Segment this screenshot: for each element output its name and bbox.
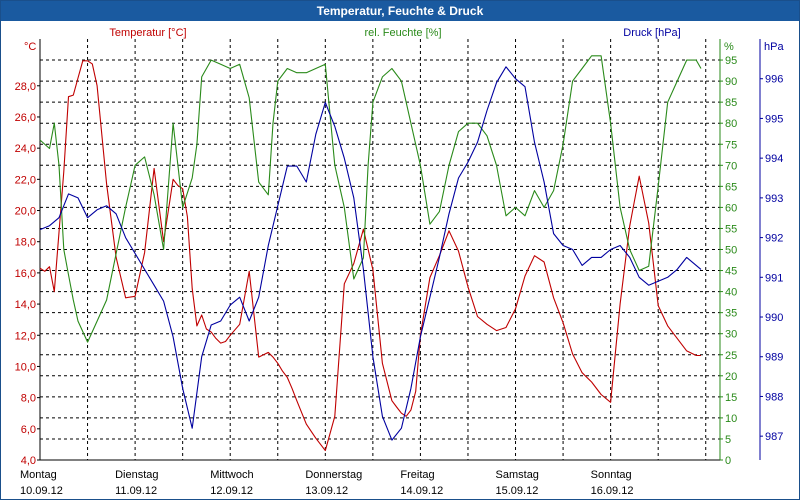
pressure-tick-label: 994 xyxy=(765,153,783,165)
grid xyxy=(40,39,720,460)
humidity-tick-label: 40 xyxy=(725,287,737,299)
pressure-tick-label: 990 xyxy=(765,312,783,324)
window-title: Temperatur, Feuchte & Druck xyxy=(1,1,799,21)
temperature-tick-label: 16,0 xyxy=(15,268,36,280)
day-label: Montag xyxy=(20,469,57,481)
date-label: 15.09.12 xyxy=(496,485,539,497)
humidity-tick-label: 5 xyxy=(725,434,731,446)
date-label: 11.09.12 xyxy=(115,485,157,497)
humidity-tick-label: 90 xyxy=(725,76,737,88)
humidity-tick-label: 50 xyxy=(725,245,737,257)
temperature-axis-label: Temperatur [°C] xyxy=(109,27,186,39)
day-label: Sonntag xyxy=(591,469,632,481)
temperature-tick-label: 26,0 xyxy=(15,112,36,124)
temperature-tick-label: 6,0 xyxy=(21,424,36,436)
temperature-series-line xyxy=(39,60,701,452)
temperature-tick-label: 28,0 xyxy=(15,81,36,93)
temperature-tick-label: 8,0 xyxy=(21,393,36,405)
pressure-tick-label: 991 xyxy=(765,272,783,284)
temperature-tick-label: 10,0 xyxy=(15,361,36,373)
humidity-tick-label: 75 xyxy=(725,139,737,151)
date-label: 14.09.12 xyxy=(400,485,443,497)
humidity-tick-label: 15 xyxy=(725,392,737,404)
date-label: 12.09.12 xyxy=(210,485,253,497)
pressure-unit-label: hPa xyxy=(764,41,784,53)
pressure-tick-label: 992 xyxy=(765,233,783,245)
temperature-tick-label: 22,0 xyxy=(15,174,36,186)
humidity-axis-label: rel. Feuchte [%] xyxy=(364,27,441,39)
humidity-tick-label: 70 xyxy=(725,160,737,172)
date-label: 10.09.12 xyxy=(20,485,63,497)
pressure-tick-label: 996 xyxy=(765,74,783,86)
day-label: Samstag xyxy=(496,469,539,481)
humidity-tick-label: 30 xyxy=(725,329,737,341)
humidity-tick-label: 20 xyxy=(725,371,737,383)
pressure-tick-label: 995 xyxy=(765,113,783,125)
temperature-tick-label: 4,0 xyxy=(21,455,36,467)
pressure-tick-label: 993 xyxy=(765,193,783,205)
date-label: 13.09.12 xyxy=(305,485,348,497)
pressure-tick-label: 987 xyxy=(765,431,783,443)
humidity-series-line xyxy=(39,55,702,343)
date-label: 16.09.12 xyxy=(591,485,634,497)
pressure-tick-label: 988 xyxy=(765,391,783,403)
pressure-axis-label: Druck [hPa] xyxy=(623,27,680,39)
ticks: 4,0 6,0 8,0 10,0 12,0 14,0 16,0 18,0 20,0 22,0 24,… xyxy=(15,55,784,497)
temperature-tick-label: 24,0 xyxy=(15,143,36,155)
pressure-tick-label: 989 xyxy=(765,352,783,364)
temperature-tick-label: 14,0 xyxy=(15,299,36,311)
humidity-tick-label: 65 xyxy=(725,181,737,193)
temperature-tick-label: 20,0 xyxy=(15,206,36,218)
temperature-tick-label: 12,0 xyxy=(15,330,36,342)
temperature-tick-label: 18,0 xyxy=(15,237,36,249)
day-label: Mittwoch xyxy=(210,469,253,481)
day-label: Donnerstag xyxy=(305,469,362,481)
day-label: Freitag xyxy=(400,469,434,481)
day-label: Dienstag xyxy=(115,469,158,481)
humidity-unit-label: % xyxy=(724,41,734,53)
humidity-tick-label: 25 xyxy=(725,350,737,362)
humidity-tick-label: 55 xyxy=(725,223,737,235)
humidity-tick-label: 80 xyxy=(725,118,737,130)
axes xyxy=(39,39,761,461)
pressure-series-line xyxy=(39,66,702,441)
humidity-tick-label: 95 xyxy=(725,55,737,67)
humidity-tick-label: 10 xyxy=(725,413,737,425)
humidity-tick-label: 45 xyxy=(725,266,737,278)
temperature-unit-label: °C xyxy=(24,41,36,53)
humidity-tick-label: 0 xyxy=(725,455,731,467)
humidity-tick-label: 85 xyxy=(725,97,737,109)
humidity-tick-label: 35 xyxy=(725,308,737,320)
humidity-tick-label: 60 xyxy=(725,202,737,214)
series-lines xyxy=(39,55,702,452)
